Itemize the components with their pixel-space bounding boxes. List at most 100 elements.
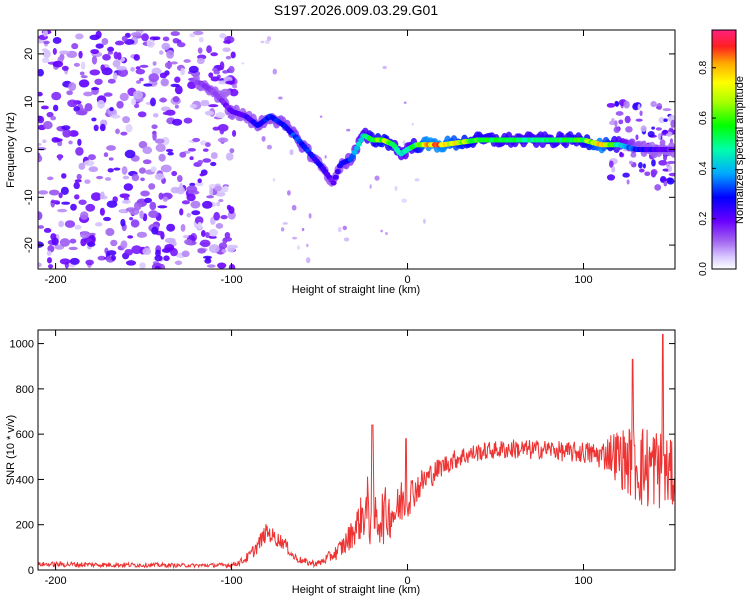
noise-blob [218,80,227,85]
noise-blob [189,33,196,38]
noise-blob [278,96,283,100]
noise-blob [116,100,124,109]
noise-blob [611,117,615,124]
noise-blob [651,159,656,167]
noise-blob [201,230,206,238]
ridge-core [353,145,360,151]
noise-blob [100,64,106,72]
noise-blob [662,108,672,112]
noise-blob [172,118,183,126]
noise-blob [663,118,668,122]
noise-blob [221,249,227,253]
noise-blob [73,181,80,190]
noise-blob [80,231,90,239]
noise-blob [76,173,82,180]
noise-blob [97,255,106,261]
noise-blob [179,151,187,158]
snr-y-axis-label: SNR (10 * v/v) [5,415,17,485]
noise-blob [619,151,623,157]
spectrogram-x-axis-label: Height of straight line (km) [292,284,420,296]
noise-blob [100,191,105,199]
noise-blob [102,53,111,61]
noise-blob [38,154,43,163]
noise-blob [219,127,225,135]
noise-blob [217,137,229,143]
noise-blob [158,153,166,162]
noise-blob [197,47,203,54]
noise-blob [40,105,49,110]
noise-blob [125,207,137,212]
noise-blob [139,262,146,269]
noise-blob [162,196,168,202]
noise-blob [99,207,105,216]
ridge-core [334,168,341,175]
noise-blob [217,262,227,269]
noise-blob [159,72,168,79]
noise-blob [622,172,630,178]
noise-blob [43,49,51,59]
noise-blob [224,231,231,239]
noise-blob [140,190,150,197]
noise-blob [644,171,651,177]
noise-blob [158,192,164,200]
noise-blob [139,64,149,68]
x-tick-label: 100 [574,575,592,587]
noise-blob [108,157,114,161]
colorbar: 0.0 0.2 0.4 0.6 0.8 Normalized spectral ampl… [698,29,746,276]
ridge-core [330,180,337,186]
noise-blob [189,103,198,109]
noise-blob [141,33,149,42]
noise-blob [635,134,639,141]
noise-blob [151,67,162,75]
noise-blob [78,79,90,88]
noise-blob [297,245,300,250]
noise-blob [154,254,163,262]
noise-blob [651,126,655,130]
noise-blob [152,132,157,141]
spectrogram-ridge [192,73,675,187]
noise-blob [225,55,232,60]
noise-blob [202,158,212,163]
colorbar-tick-label: 0.6 [698,111,709,125]
noise-blob [69,257,80,265]
noise-blob [95,30,102,39]
noise-blob [103,216,112,222]
noise-blob [114,40,125,46]
noise-blob [369,184,372,189]
y-tick-label: 400 [16,474,34,486]
noise-blob [113,51,119,60]
noise-blob [210,161,217,167]
noise-blob [113,167,121,171]
noise-blob [157,205,168,209]
noise-blob [208,72,214,78]
noise-blob [131,245,143,255]
noise-blob [414,178,420,182]
noise-blob [403,101,407,104]
noise-blob [197,159,204,165]
noise-blob [615,111,624,116]
colorbar-tick-label: 0.8 [698,60,709,74]
noise-blob [206,264,216,268]
noise-blob [202,148,209,152]
noise-blob [228,65,235,74]
noise-blob [61,173,67,179]
x-tick-label: -200 [45,575,67,587]
noise-blob [142,146,153,155]
noise-blob [146,39,155,48]
spectrogram-y-ticks: -20 -10 0 10 20 [23,48,675,253]
noise-blob [162,111,172,116]
noise-blob [73,105,81,112]
noise-blob [38,211,43,221]
noise-blob [171,170,178,177]
noise-blob [186,212,192,218]
noise-blob [189,182,196,187]
noise-blob [85,203,96,212]
noise-blob [220,214,228,220]
noise-blob [159,50,164,55]
noise-blob [110,239,118,247]
noise-blob [626,179,630,185]
noise-blob [112,59,121,68]
noise-blob [166,223,176,232]
noise-blob [140,177,145,182]
noise-blob [67,99,78,108]
